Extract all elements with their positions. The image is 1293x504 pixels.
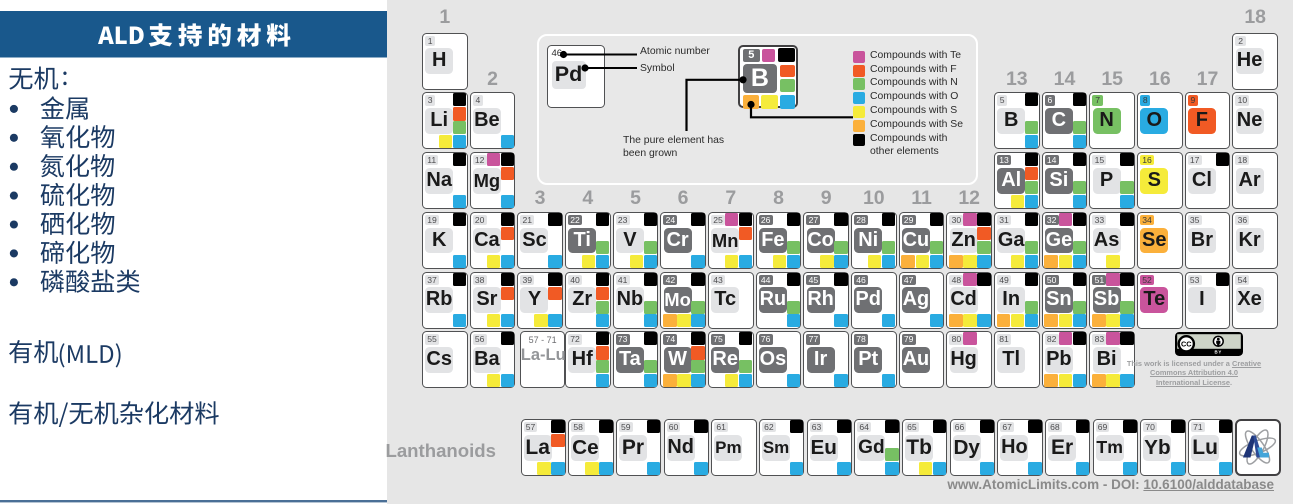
svg-text:CC: CC <box>1181 339 1192 348</box>
svg-text:BY: BY <box>1214 349 1222 354</box>
